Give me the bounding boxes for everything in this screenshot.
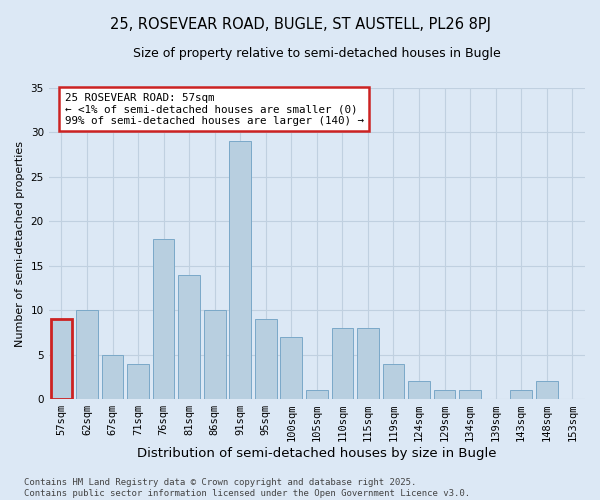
Bar [434, 390, 455, 399]
Text: 25, ROSEVEAR ROAD, BUGLE, ST AUSTELL, PL26 8PJ: 25, ROSEVEAR ROAD, BUGLE, ST AUSTELL, PL… [110, 18, 491, 32]
Bar [50, 319, 72, 399]
Bar [204, 310, 226, 399]
Bar [229, 142, 251, 399]
Bar [101, 354, 124, 399]
Bar [306, 390, 328, 399]
Y-axis label: Number of semi-detached properties: Number of semi-detached properties [15, 140, 25, 346]
X-axis label: Distribution of semi-detached houses by size in Bugle: Distribution of semi-detached houses by … [137, 447, 497, 460]
Bar [76, 310, 98, 399]
Bar [127, 364, 149, 399]
Bar [332, 328, 353, 399]
Bar [153, 239, 175, 399]
Bar [357, 328, 379, 399]
Text: Contains HM Land Registry data © Crown copyright and database right 2025.
Contai: Contains HM Land Registry data © Crown c… [24, 478, 470, 498]
Text: 25 ROSEVEAR ROAD: 57sqm
← <1% of semi-detached houses are smaller (0)
99% of sem: 25 ROSEVEAR ROAD: 57sqm ← <1% of semi-de… [65, 92, 364, 126]
Bar [536, 382, 557, 399]
Bar [178, 274, 200, 399]
Title: Size of property relative to semi-detached houses in Bugle: Size of property relative to semi-detach… [133, 48, 501, 60]
Bar [510, 390, 532, 399]
Bar [255, 319, 277, 399]
Bar [459, 390, 481, 399]
Bar [383, 364, 404, 399]
Bar [280, 337, 302, 399]
Bar [408, 382, 430, 399]
